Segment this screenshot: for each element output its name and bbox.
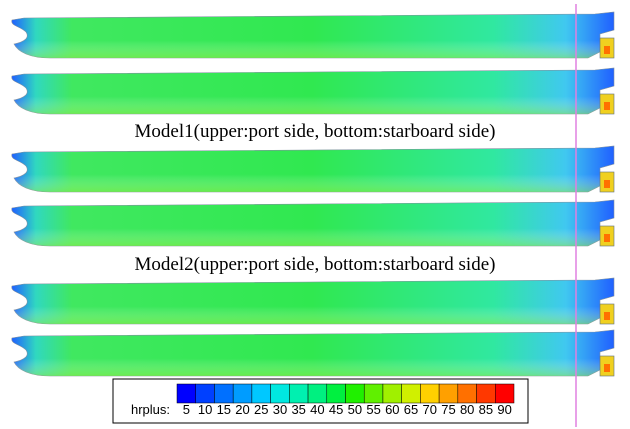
colorbar-swatch <box>458 384 477 403</box>
colorbar-swatch <box>271 384 290 403</box>
colorbar-swatch <box>233 384 252 403</box>
hull-plot <box>12 12 614 58</box>
hull-plot <box>12 278 614 324</box>
colorbar-swatch <box>289 384 308 403</box>
colorbar-swatch <box>402 384 421 403</box>
colorbar-swatch <box>327 384 346 403</box>
hull-plot <box>12 68 614 114</box>
caption: Model2(upper:port side, bottom:starboard… <box>135 254 496 275</box>
colorbar-swatch <box>214 384 233 403</box>
colorbar-tick-label: 65 <box>404 402 418 417</box>
colorbar-swatch <box>346 384 365 403</box>
colorbar-swatch <box>364 384 383 403</box>
colorbar-swatch <box>196 384 215 403</box>
colorbar-swatch <box>495 384 514 403</box>
hull-plots <box>12 12 614 376</box>
colorbar-tick-label: 85 <box>479 402 493 417</box>
colorbar-tick-label: 30 <box>273 402 287 417</box>
colorbar-tick-label: 40 <box>310 402 324 417</box>
hull-plot <box>12 200 614 246</box>
colorbar-tick-label: 20 <box>235 402 249 417</box>
caption: Model1(upper:port side, bottom:starboard… <box>135 121 496 142</box>
colorbar-label: hrplus: <box>131 402 170 417</box>
hull-plot <box>12 146 614 192</box>
colorbar-tick-label: 80 <box>460 402 474 417</box>
colorbar-swatch <box>308 384 327 403</box>
colorbar-tick-label: 45 <box>329 402 343 417</box>
colorbar-tick-label: 75 <box>441 402 455 417</box>
colorbar-tick-label: 70 <box>423 402 437 417</box>
colorbar-tick-label: 55 <box>366 402 380 417</box>
colorbar-tick-label: 90 <box>497 402 511 417</box>
colorbar-swatch <box>177 384 196 403</box>
colorbar-tick-label: 5 <box>183 402 190 417</box>
colorbar-swatch <box>252 384 271 403</box>
colorbar-tick-label: 35 <box>291 402 305 417</box>
colorbar-tick-label: 15 <box>217 402 231 417</box>
colorbar-tick-label: 10 <box>198 402 212 417</box>
hull-plot <box>12 330 614 376</box>
colorbar-tick-label: 50 <box>348 402 362 417</box>
colorbar-swatch <box>420 384 439 403</box>
colorbar-swatch <box>477 384 496 403</box>
colorbar-tick-label: 60 <box>385 402 399 417</box>
figure: Model1(upper:port side, bottom:starboard… <box>0 0 630 429</box>
colorbar-swatch <box>439 384 458 403</box>
colorbar-tick-label: 25 <box>254 402 268 417</box>
colorbar-swatch <box>383 384 402 403</box>
